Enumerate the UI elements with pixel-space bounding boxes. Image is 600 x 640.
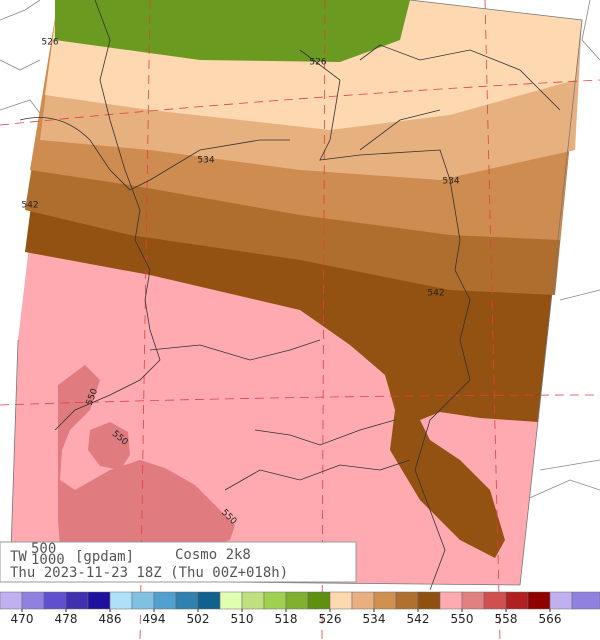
colorbar-swatch [153,591,177,610]
valid-time: Thu 2023-11-23 18Z (Thu 00Z+018h) [10,565,288,581]
colorbar-label: 494 [143,612,166,626]
colorbar-label: 534 [363,612,386,626]
unit: [gpdam] [75,549,134,565]
colorbar-swatch [395,591,419,610]
colorbar-label: 510 [231,612,254,626]
colorbar-swatch [571,591,600,610]
colorbar: 470 478 486 494 502 510 518 526 534 542 550 558 566 [0,591,600,626]
model: Cosmo 2k8 [175,547,251,563]
colorbar-swatch [219,591,243,610]
colorbar-swatch [285,591,309,610]
title-background [0,541,357,583]
colorbar-swatch [21,591,45,610]
contour-label: 526 [309,58,326,68]
colorbar-label: 542 [407,612,430,626]
colorbar-label: 486 [99,612,122,626]
colorbar-label: 550 [451,612,474,626]
colorbar-swatch [0,591,23,610]
colorbar-swatch [549,591,573,610]
colorbar-swatch [483,591,507,610]
colorbar-swatch [197,591,221,610]
colorbar-swatch [329,591,353,610]
colorbar-swatch [43,591,67,610]
band-518 [55,0,410,62]
variable: TW [10,549,27,565]
thickness-field [10,0,582,585]
colorbar-label: 478 [55,612,78,626]
colorbar-swatch [439,591,463,610]
colorbar-swatch [175,591,199,610]
colorbar-label: 502 [187,612,210,626]
contour-label: 526 [41,38,58,48]
contour-label: 534 [442,177,459,187]
colorbar-swatch [241,591,265,610]
colorbar-swatch [307,591,331,610]
colorbar-swatch [109,591,133,610]
upper-level: 500 [31,541,56,557]
colorbar-label: 566 [539,612,562,626]
colorbar-label: 470 [11,612,34,626]
contour-label: 534 [197,156,214,166]
band-558-blob [88,422,130,470]
colorbar-swatch [461,591,485,610]
band-558-west [58,365,235,560]
colorbar-swatch [527,591,551,610]
colorbar-swatch [131,591,155,610]
colorbar-swatch [263,591,287,610]
colorbar-swatch [351,591,375,610]
contour-label: 542 [21,201,38,211]
colorbar-label: 518 [275,612,298,626]
domain-edge [9,0,583,586]
colorbar-swatch [505,591,529,610]
contour-label: 542 [427,289,444,299]
title-box: TW 500 1000 [gpdam] Cosmo 2k8 Thu 2023-1… [0,541,357,583]
borders [19,0,561,591]
colorbar-swatch [65,591,89,610]
lower-level: 1000 [31,552,65,568]
colorbar-swatch [87,591,111,610]
colorbar-label: 526 [319,612,342,626]
colorbar-swatch [373,591,397,610]
colorbar-label: 558 [495,612,518,626]
outside-borders [0,0,600,501]
colorbar-swatch [417,591,441,610]
